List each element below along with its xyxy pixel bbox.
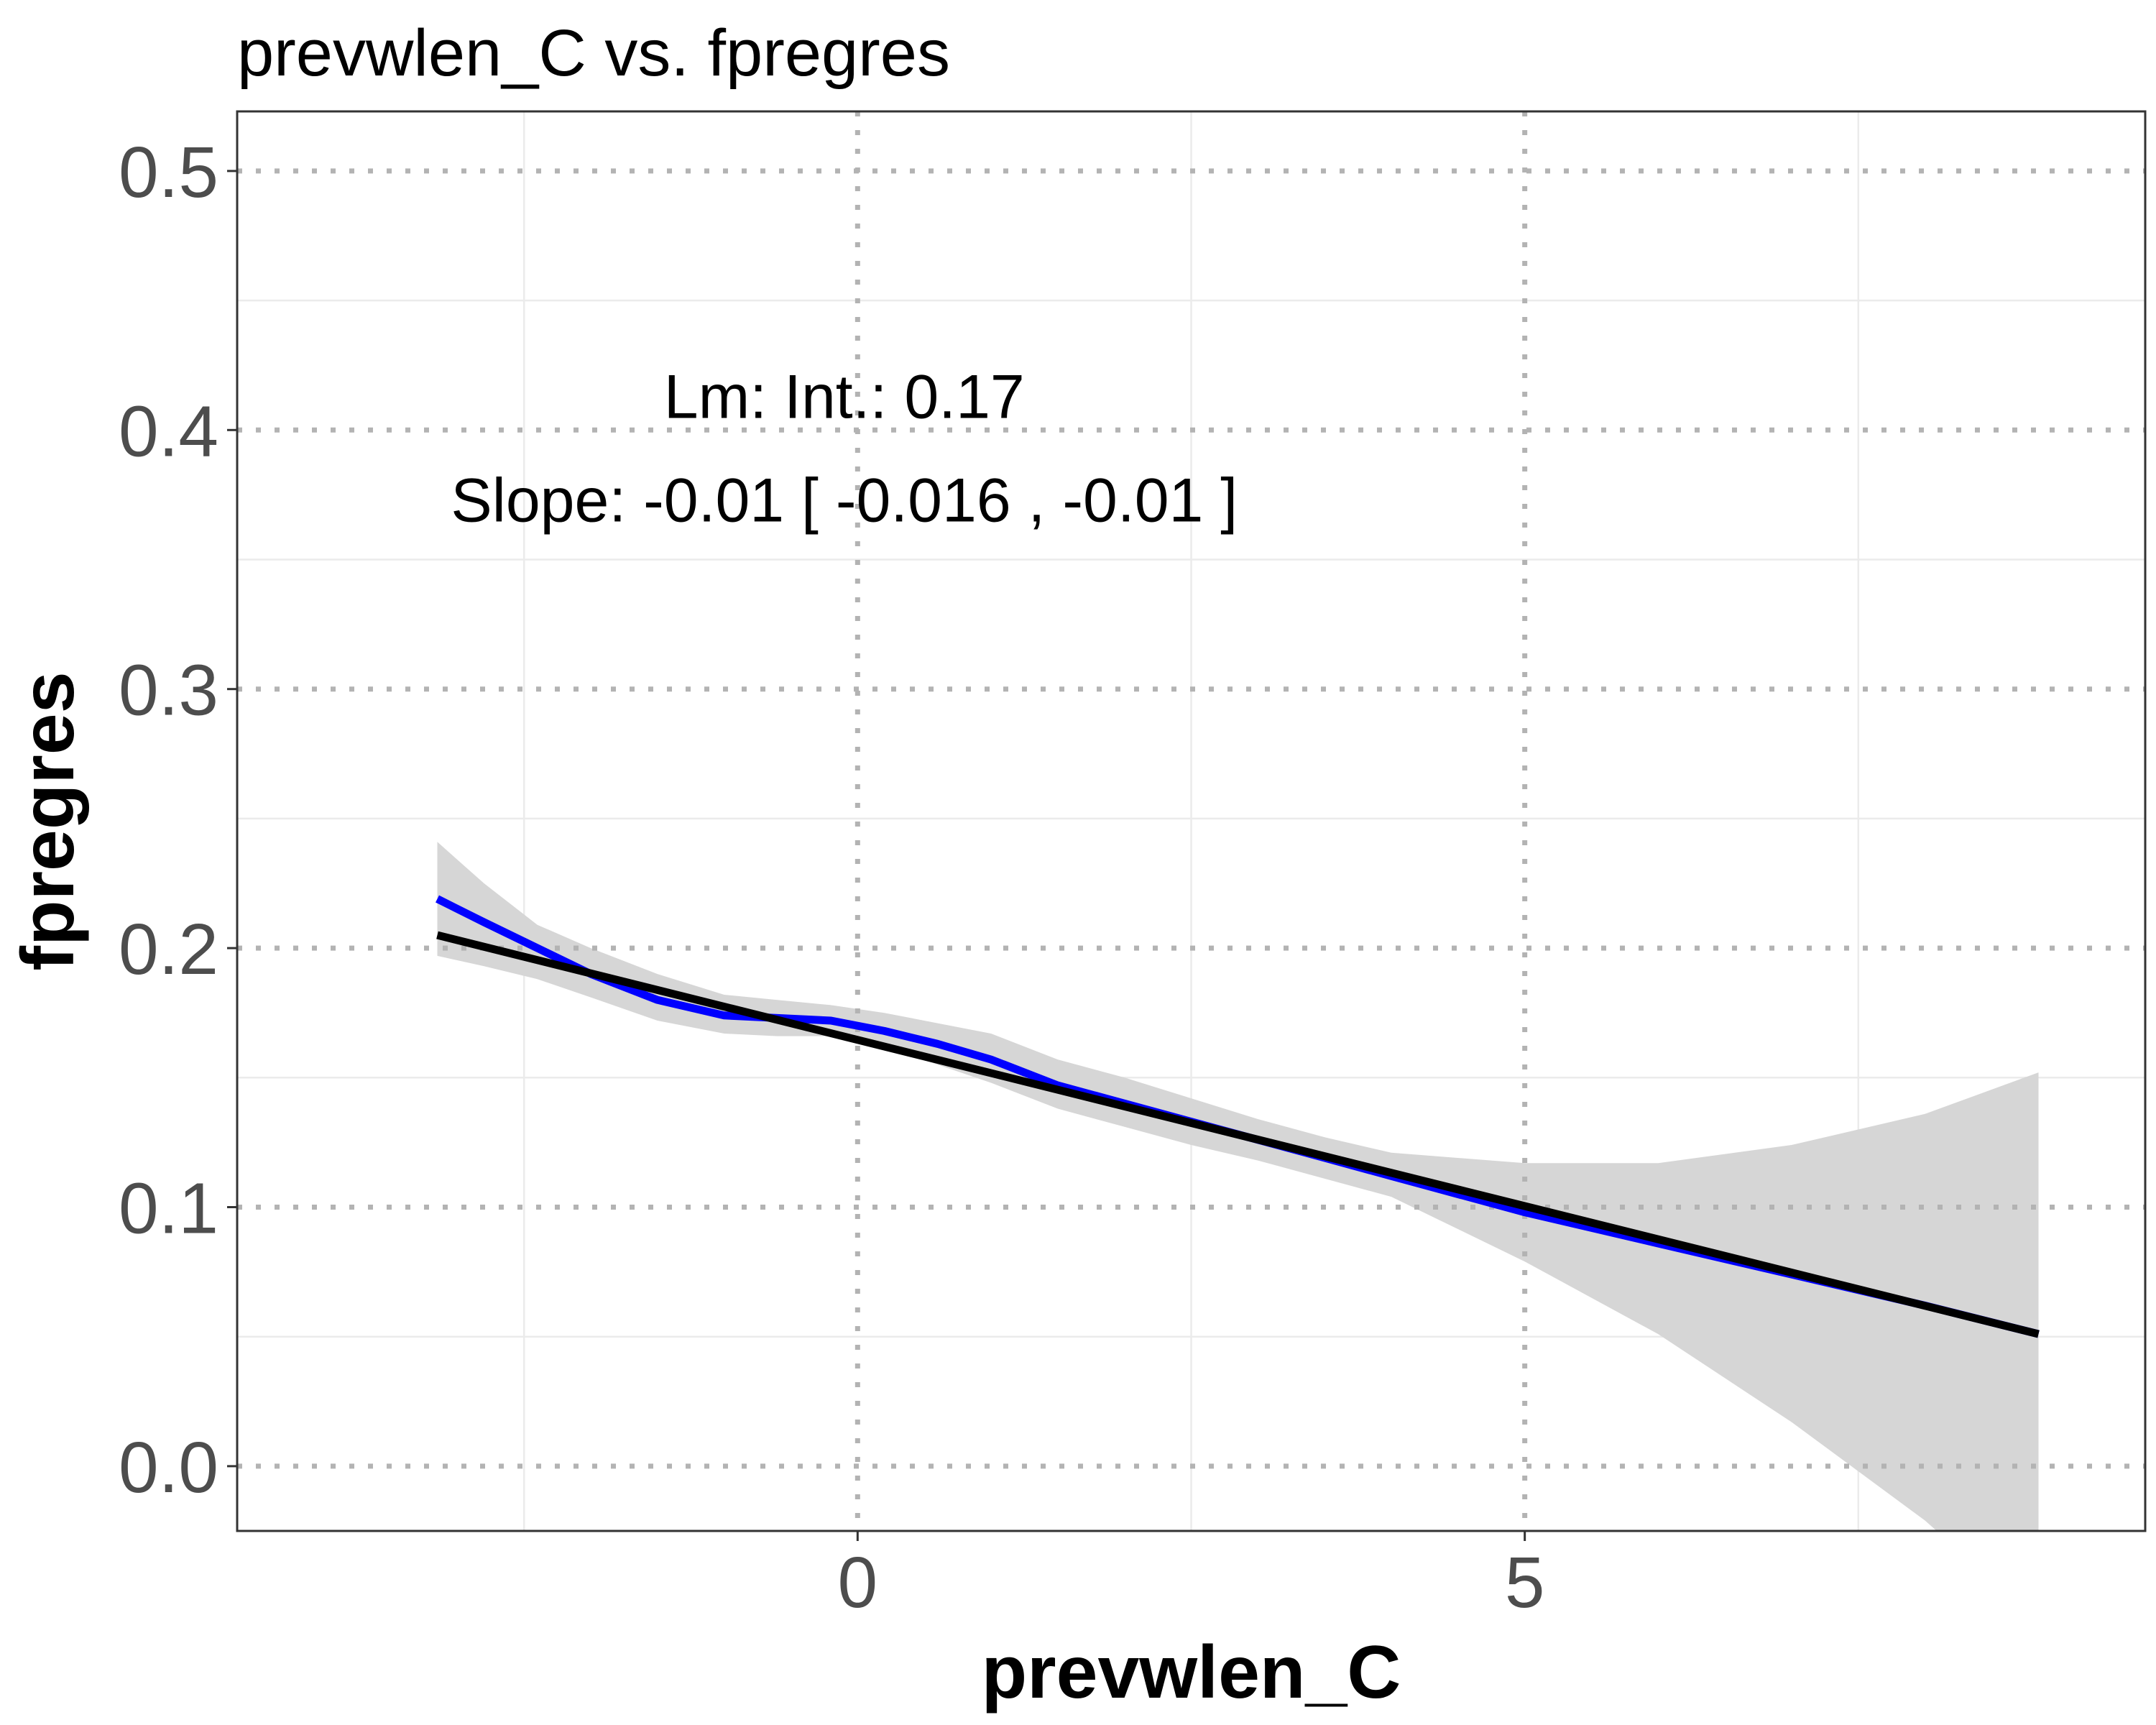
chart-title: prevwlen_C vs. fpregres	[237, 17, 950, 90]
y-axis-ticks: 0.0 0.1 0.2 0.3 0.4 0.5	[119, 132, 237, 1508]
minor-gridlines	[237, 111, 2145, 1531]
y-tick-label: 0.4	[119, 391, 218, 472]
y-tick-label: 0.3	[119, 650, 218, 731]
confidence-band-layer	[437, 842, 2039, 1531]
annotation-slope: Slope: -0.01 [ -0.016 , -0.01 ]	[451, 466, 1238, 535]
y-axis-title: fpregres	[6, 671, 90, 970]
lm-fit-line	[436, 931, 2040, 1338]
major-gridlines	[237, 111, 2145, 1531]
y-tick-label: 0.5	[119, 132, 218, 213]
y-tick-label: 0.2	[119, 909, 218, 990]
x-axis-title: prevwlen_C	[982, 1631, 1401, 1714]
confidence-band	[437, 842, 2039, 1531]
series-layer	[436, 895, 2040, 1338]
annotation-intercept: Lm: Int.: 0.17	[664, 362, 1025, 431]
panel-border	[236, 110, 2147, 1532]
x-tick-label: 0	[838, 1542, 878, 1623]
y-tick-label: 0.1	[119, 1168, 218, 1248]
x-tick-label: 5	[1505, 1542, 1545, 1623]
loess-smooth-line	[436, 895, 2040, 1338]
y-tick-label: 0.0	[119, 1427, 218, 1508]
